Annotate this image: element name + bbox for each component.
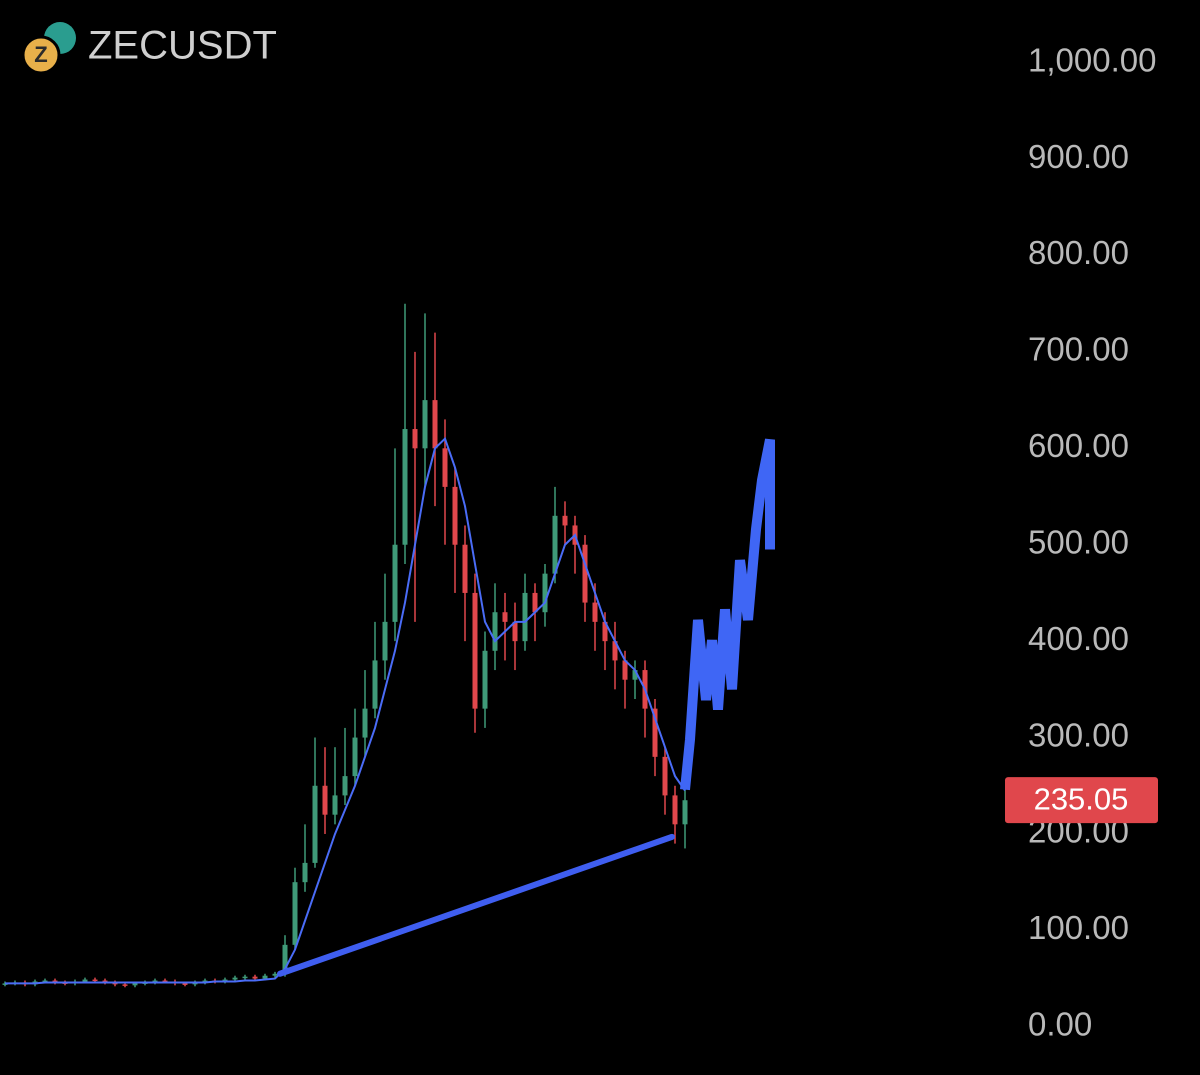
last-price-label: 235.05 [1034, 781, 1129, 816]
candle-body [332, 795, 338, 815]
candle-body [312, 785, 318, 863]
candle-body [122, 984, 128, 986]
candle-body [622, 660, 628, 680]
candle-body [412, 429, 418, 449]
candle-body [552, 515, 558, 574]
y-tick-label: 800.00 [1028, 234, 1129, 271]
candle-body [442, 448, 448, 487]
candle-body [492, 612, 498, 651]
candle-body [592, 602, 598, 622]
candle-body [162, 980, 168, 983]
candle-body [512, 621, 518, 642]
moving-average [5, 436, 686, 985]
candle-body [682, 800, 688, 825]
y-tick-label: 700.00 [1028, 331, 1129, 368]
candle-body [602, 621, 608, 642]
candle-body [532, 592, 538, 613]
candle-body [182, 983, 188, 985]
candle-body [92, 979, 98, 982]
y-tick-label: 900.00 [1028, 138, 1129, 175]
candle-body [452, 486, 458, 545]
y-tick-label: 300.00 [1028, 716, 1129, 753]
candle-body [652, 708, 658, 757]
coin-logo: Z [21, 22, 76, 75]
candle-body [522, 592, 528, 642]
candle-body [582, 544, 588, 603]
candle-body [302, 862, 308, 883]
candle-body [232, 977, 238, 980]
candle-body [482, 650, 488, 709]
candle-body [42, 980, 48, 983]
y-tick-label: 100.00 [1028, 909, 1129, 946]
candle-body [262, 975, 268, 979]
candle-body [282, 944, 288, 974]
candle-body [472, 592, 478, 709]
y-tick-label: 0.00 [1028, 1006, 1092, 1043]
candle-body [422, 400, 428, 449]
svg-text:Z: Z [34, 42, 47, 67]
candle-body [502, 612, 508, 622]
candle-body [392, 544, 398, 622]
y-tick-label: 500.00 [1028, 523, 1129, 560]
candle-body [562, 515, 568, 526]
candle-body [402, 429, 408, 545]
y-tick-label: 600.00 [1028, 427, 1129, 464]
candle-body [612, 641, 618, 661]
candle-body [242, 976, 248, 979]
projection-path [680, 438, 775, 791]
y-tick-label: 1,000.00 [1028, 41, 1156, 78]
candle-body [322, 785, 328, 815]
candle-body [672, 795, 678, 825]
candle-body [462, 544, 468, 593]
last-price-box [1005, 777, 1158, 824]
candle-body [82, 979, 88, 982]
candle-body [542, 573, 548, 613]
candle-body [632, 670, 638, 680]
candle-body [372, 660, 378, 709]
trendline [277, 833, 675, 977]
candle-body [382, 621, 388, 661]
candle-body [252, 976, 258, 979]
y-tick-label: 400.00 [1028, 620, 1129, 657]
candle-body [352, 737, 358, 777]
chart-title: ZECUSDT [88, 24, 277, 68]
candle-body [292, 882, 298, 945]
candle-body [132, 983, 138, 986]
candle-body [662, 756, 668, 796]
candle-body [342, 776, 348, 796]
candle-body [272, 973, 278, 976]
candle-body [362, 708, 368, 738]
candle-body [432, 400, 438, 449]
